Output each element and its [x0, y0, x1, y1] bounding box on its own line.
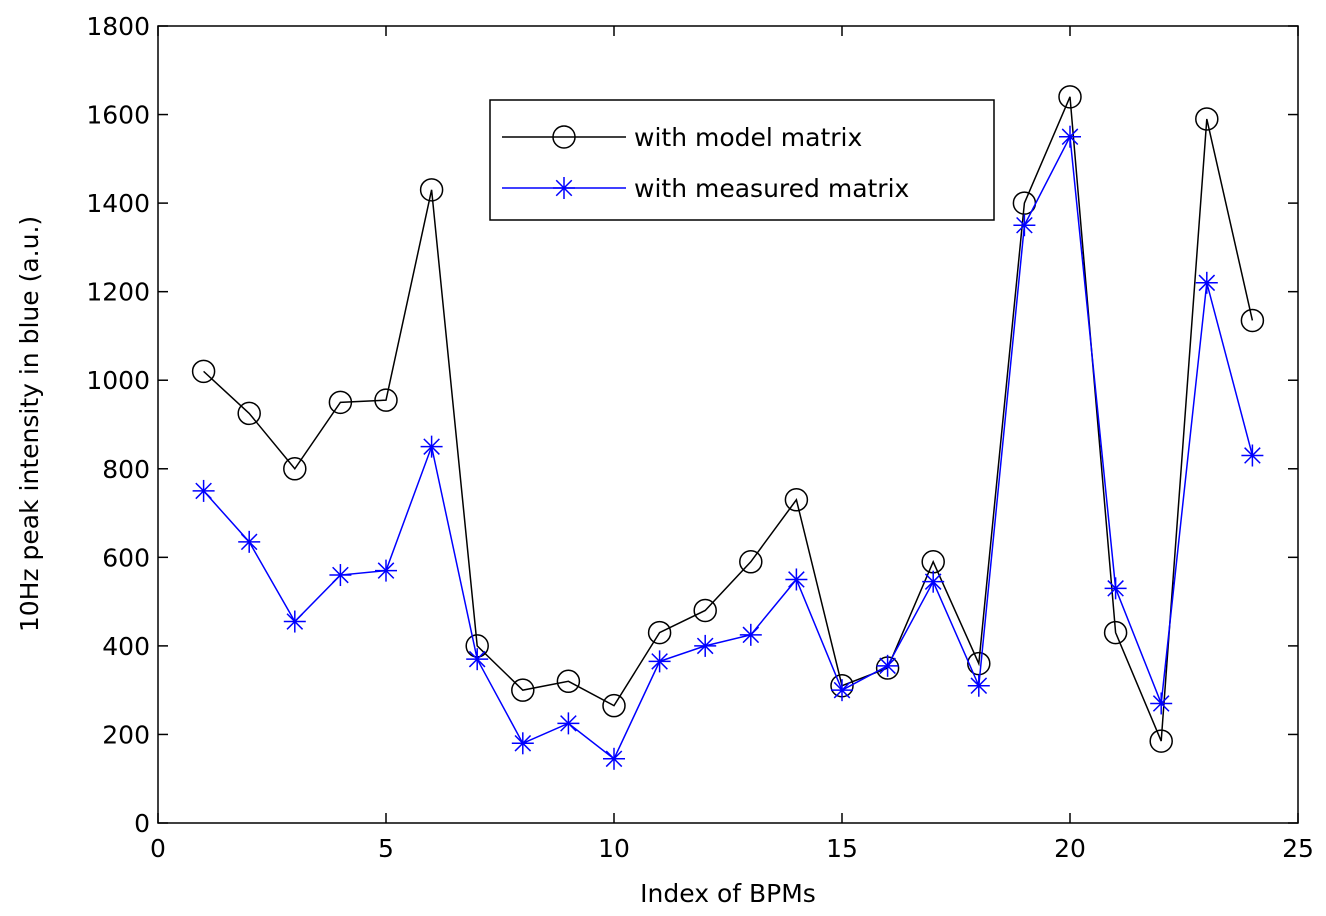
x-tick-label: 10: [598, 834, 630, 863]
data-point: [283, 610, 306, 633]
data-point: [967, 651, 991, 676]
x-tick-label: 0: [150, 834, 166, 863]
data-point: [1059, 125, 1081, 148]
data-point: [283, 457, 307, 481]
data-point: [739, 550, 763, 574]
legend-marker-measured: [553, 177, 575, 199]
data-point: [922, 570, 945, 593]
data-point: [1195, 271, 1218, 294]
data-point: [1241, 444, 1264, 467]
x-tick-label: 20: [1054, 834, 1086, 863]
legend-label-model: with model matrix: [634, 123, 862, 152]
data-point: [1195, 107, 1219, 131]
x-tick-label: 5: [378, 834, 394, 863]
data-point: [647, 620, 672, 645]
data-point: [466, 648, 489, 671]
legend-label-measured: with measured matrix: [634, 174, 909, 203]
y-tick-label: 400: [102, 632, 150, 661]
data-point: [237, 401, 261, 426]
legend-star-icon: [553, 177, 575, 199]
data-point: [1104, 577, 1127, 600]
y-tick-label: 1400: [86, 189, 150, 218]
data-point: [238, 530, 261, 553]
data-point: [603, 747, 625, 770]
series-line: [203, 96, 1254, 742]
data-point: [784, 488, 809, 512]
y-tick-label: 1200: [86, 278, 150, 307]
data-point: [420, 435, 443, 458]
series-1: [191, 85, 1265, 753]
y-tick-label: 1600: [86, 101, 150, 130]
data-point: [328, 390, 353, 415]
data-point: [1149, 729, 1173, 753]
series-2: [192, 125, 1264, 770]
legend-box: [489, 99, 995, 221]
y-tick-label: 200: [102, 720, 150, 749]
data-point: [374, 388, 398, 412]
data-point: [557, 712, 580, 735]
y-tick-label: 0: [134, 809, 150, 838]
data-point: [876, 654, 899, 677]
x-tick-label: 15: [826, 834, 858, 863]
data-point: [739, 623, 762, 646]
series-layer: [191, 85, 1265, 770]
data-point: [329, 564, 352, 587]
data-point: [1103, 620, 1128, 645]
data-point: [693, 598, 717, 623]
axis-ticks: [157, 25, 1299, 824]
data-point: [648, 650, 671, 673]
y-tick-label: 800: [102, 455, 150, 484]
data-point: [192, 479, 215, 502]
data-point: [1150, 692, 1173, 715]
data-point: [831, 679, 853, 702]
data-point: [511, 732, 534, 755]
data-point: [1058, 85, 1082, 109]
data-point: [602, 693, 626, 718]
axis-tick-labels: 0 5 10 15 20 25 0 200 400 600 800 1000 1200 1400 1600 1…: [86, 12, 1314, 863]
x-axis-label: Index of BPMs: [640, 879, 816, 908]
data-point: [1013, 214, 1036, 237]
y-axis-label: 10Hz peak intensity in blue (a.u.): [15, 216, 44, 632]
y-tick-label: 1000: [86, 366, 150, 395]
legend: with model matrix with measured matrix: [489, 99, 995, 221]
data-point: [191, 359, 216, 384]
data-point: [511, 678, 535, 702]
data-point: [419, 178, 444, 202]
legend-marker-model: [552, 125, 576, 149]
data-point: [785, 568, 808, 591]
data-point: [1240, 308, 1265, 333]
x-tick-label: 25: [1282, 834, 1314, 863]
data-point: [694, 634, 717, 657]
data-point: [556, 669, 581, 694]
y-tick-label: 1800: [86, 12, 150, 41]
data-point: [375, 559, 397, 582]
y-tick-label: 600: [102, 543, 150, 572]
data-point: [967, 674, 990, 697]
